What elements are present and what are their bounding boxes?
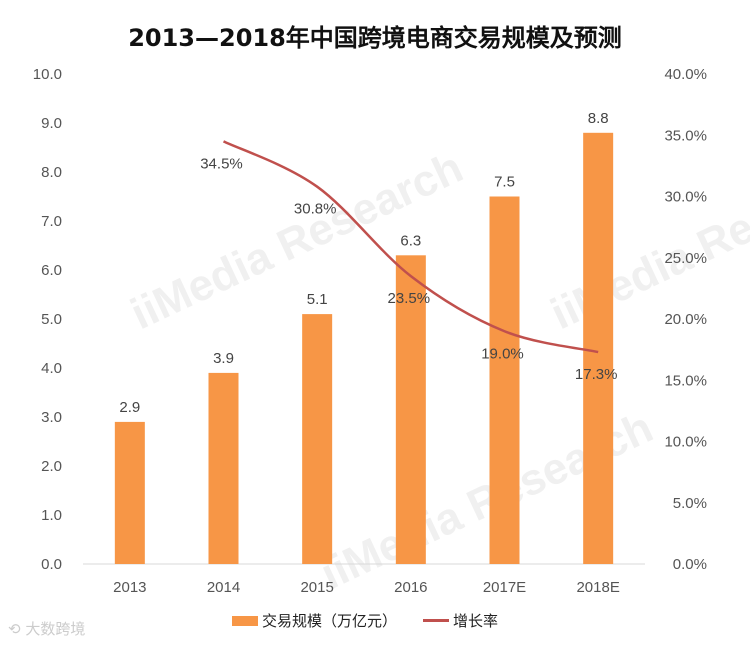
brand-watermark: iiMedia Research <box>544 143 750 339</box>
right-tick-label: 40.0% <box>664 66 707 83</box>
x-tick-label: 2018E <box>576 579 619 596</box>
x-tick-label: 2015 <box>300 579 333 596</box>
x-tick-label: 2013 <box>113 579 146 596</box>
right-tick-label: 5.0% <box>673 495 707 512</box>
right-tick-label: 30.0% <box>664 189 707 206</box>
left-tick-label: 6.0 <box>41 262 62 279</box>
growth-rate-line <box>222 140 599 354</box>
right-tick-label: 10.0% <box>664 434 707 451</box>
x-tick-label: 2016 <box>394 579 427 596</box>
bar <box>114 421 145 564</box>
bar-data-label: 5.1 <box>307 291 328 308</box>
line-data-label: 19.0% <box>481 345 524 362</box>
legend-line-label: 增长率 <box>453 612 499 630</box>
left-tick-label: 9.0 <box>41 115 62 132</box>
bar <box>208 372 239 564</box>
logo-watermark: ⟲ 大数跨境 <box>8 620 86 638</box>
legend-line-swatch <box>423 619 450 622</box>
right-tick-label: 35.0% <box>664 127 707 144</box>
line-data-label: 34.5% <box>200 155 243 172</box>
left-tick-label: 1.0 <box>41 507 62 524</box>
line-data-label: 23.5% <box>388 290 431 307</box>
legend-bar-swatch <box>232 615 258 626</box>
right-tick-label: 20.0% <box>664 311 707 328</box>
logo-watermark-text: 大数跨境 <box>25 620 86 638</box>
x-tick-label: 2014 <box>207 579 240 596</box>
left-tick-label: 8.0 <box>41 164 62 181</box>
left-tick-label: 5.0 <box>41 311 62 328</box>
bar <box>489 196 520 564</box>
bar <box>302 314 333 564</box>
line-data-label: 17.3% <box>575 366 618 383</box>
left-tick-label: 0.0 <box>41 556 62 573</box>
left-tick-label: 2.0 <box>41 458 62 475</box>
line-data-label: 30.8% <box>294 201 337 218</box>
bar-data-label: 3.9 <box>213 350 234 367</box>
x-tick-label: 2017E <box>483 579 526 596</box>
left-tick-label: 4.0 <box>41 360 62 377</box>
right-tick-label: 0.0% <box>673 556 707 573</box>
bar-data-label: 7.5 <box>494 174 515 191</box>
bar-data-label: 8.8 <box>588 110 609 127</box>
legend: 交易规模（万亿元） 增长率 <box>232 610 498 631</box>
left-tick-label: 10.0 <box>33 66 62 83</box>
bar <box>583 132 614 565</box>
left-tick-label: 3.0 <box>41 409 62 426</box>
right-tick-label: 15.0% <box>664 372 707 389</box>
left-tick-label: 7.0 <box>41 213 62 230</box>
chart-title: 2013—2018年中国跨境电商交易规模及预测 <box>128 24 622 52</box>
bar-data-label: 6.3 <box>400 232 421 249</box>
bar <box>395 255 426 565</box>
bar-data-label: 2.9 <box>119 399 140 416</box>
right-tick-label: 25.0% <box>664 250 707 267</box>
legend-bar-label: 交易规模（万亿元） <box>262 612 398 630</box>
